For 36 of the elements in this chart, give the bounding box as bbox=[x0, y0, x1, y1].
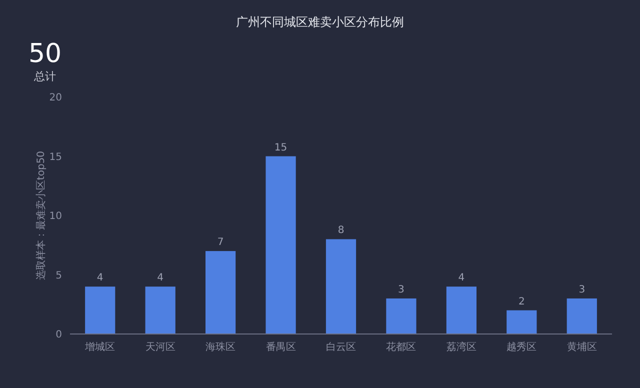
text: 50 bbox=[28, 39, 62, 69]
y-tick-label: 5 bbox=[56, 270, 62, 282]
x-tick-label: 花都区 bbox=[386, 341, 416, 353]
x-tick-label: 番禺区 bbox=[266, 341, 296, 353]
bar bbox=[326, 239, 356, 334]
y-tick-label: 15 bbox=[49, 152, 62, 163]
y-tick-label: 10 bbox=[49, 211, 62, 222]
data-label: 4 bbox=[96, 272, 104, 284]
x-tick-label: 白云区 bbox=[326, 341, 356, 353]
text: 总计 bbox=[33, 70, 56, 83]
x-tick-label: 黄埔区 bbox=[566, 341, 597, 353]
y-tick-label: 0 bbox=[56, 330, 62, 340]
y-axis-title: 选取样本：最难卖小区top50 bbox=[35, 150, 47, 280]
data-label: 4 bbox=[458, 272, 465, 284]
data-label: 2 bbox=[518, 296, 525, 308]
bar bbox=[206, 251, 236, 334]
data-label: 15 bbox=[274, 142, 288, 154]
bar bbox=[446, 286, 476, 334]
bar bbox=[386, 298, 416, 334]
x-tick-label: 越秀区 bbox=[506, 341, 537, 353]
x-tick-label: 海珠区 bbox=[206, 341, 236, 353]
data-label: 8 bbox=[338, 225, 344, 236]
bar bbox=[145, 286, 176, 334]
x-tick-label: 天河区 bbox=[145, 341, 176, 353]
data-label: 4 bbox=[157, 272, 164, 284]
chart-title: 广州不同城区难卖小区分布比例 bbox=[236, 15, 404, 29]
data-label: 3 bbox=[578, 284, 586, 296]
data-label: 3 bbox=[398, 284, 404, 296]
data-label: 7 bbox=[217, 237, 224, 248]
x-tick-label: 增城区 bbox=[84, 341, 116, 353]
bar bbox=[506, 310, 537, 334]
y-tick-label: 20 bbox=[49, 92, 62, 104]
x-tick-label: 荔湾区 bbox=[446, 341, 476, 353]
bar bbox=[266, 156, 296, 334]
bar bbox=[566, 298, 597, 334]
bar bbox=[85, 286, 116, 334]
